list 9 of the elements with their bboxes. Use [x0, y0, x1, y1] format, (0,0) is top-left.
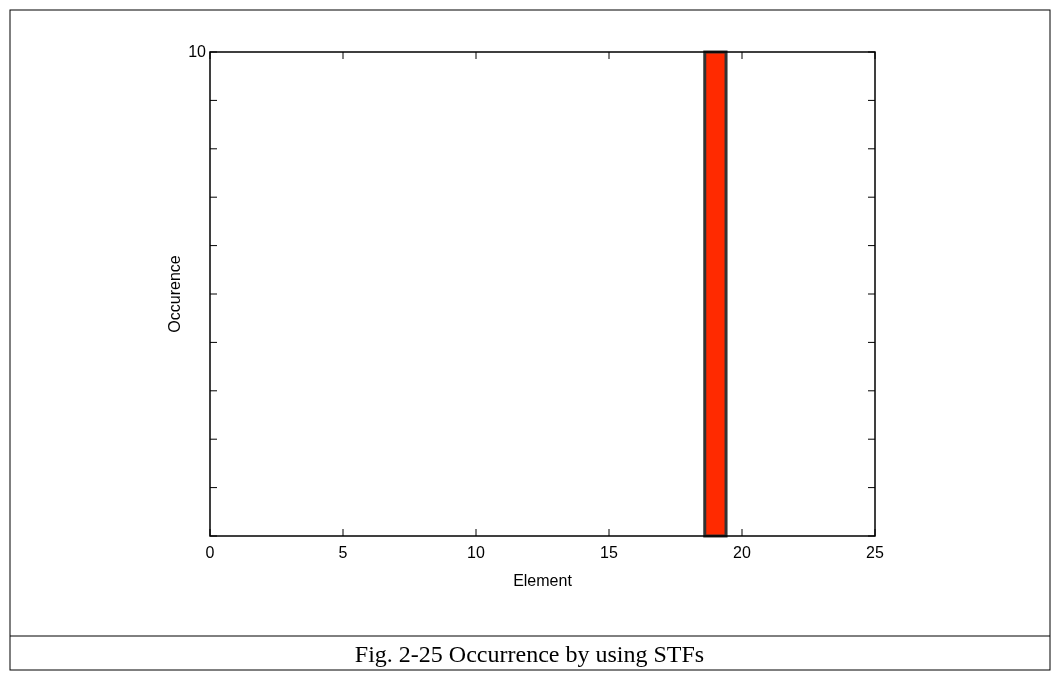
x-tick-label: 10	[467, 544, 485, 561]
x-tick-label: 25	[866, 544, 884, 561]
y-axis-title: Occurence	[166, 255, 183, 333]
x-tick-label: 0	[205, 544, 215, 561]
x-tick-label: 5	[338, 544, 348, 561]
x-tick-label: 15	[600, 544, 618, 561]
x-tick-label: 20	[733, 544, 751, 561]
caption: Fig. 2-25 Occurrence by using STFs	[354, 641, 705, 667]
x-axis-title: Element	[513, 572, 573, 589]
